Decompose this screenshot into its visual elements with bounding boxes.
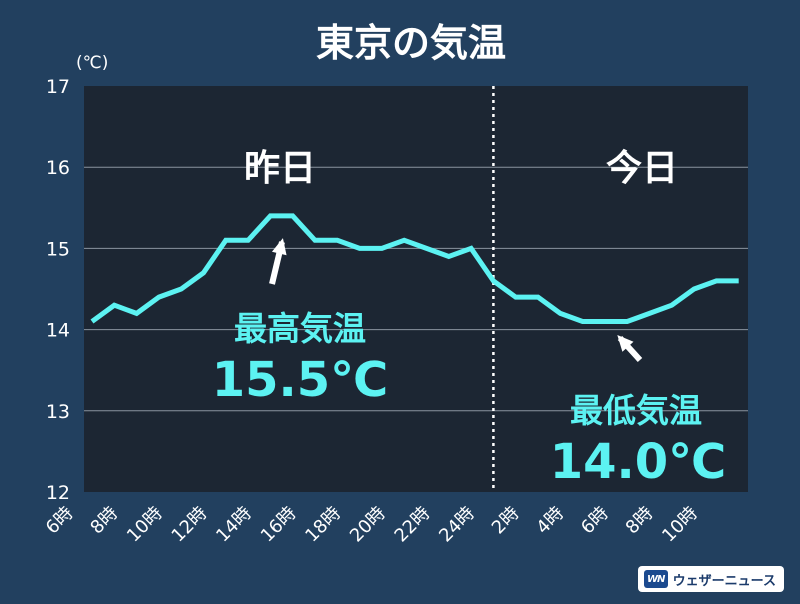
x-tick-label: 24時 [435,503,479,547]
x-tick-label: 6時 [577,503,613,539]
x-tick-label: 10時 [123,503,167,547]
x-tick-label: 10時 [658,503,702,547]
max-arrow-head [271,238,287,256]
max-temp-label: 最高気温 [234,309,366,348]
max-temp-value: 15.5℃ [212,352,389,408]
y-tick-label: 17 [46,76,70,98]
brand-badge: WN ウェザーニュース [637,566,784,592]
temperature-line [90,213,739,324]
y-tick-label: 16 [46,157,70,179]
plot-area [84,86,748,492]
section-label-today: 今日 [606,148,678,189]
x-tick-label: 8時 [622,503,658,539]
x-tick-label: 20時 [346,503,390,547]
y-tick-label: 14 [46,320,70,342]
x-tick-label: 12時 [168,503,212,547]
min-arrow-head [617,335,634,352]
x-tick-label: 16時 [257,503,301,547]
y-tick-label: 13 [46,401,70,423]
x-tick-label: 8時 [86,503,122,539]
brand-name: ウェザーニュース [672,573,776,589]
x-tick-label: 14時 [212,503,256,547]
y-tick-label: 12 [46,482,70,504]
x-tick-label: 6時 [42,503,78,539]
chart-title: 東京の気温 [316,21,506,65]
x-tick-label: 2時 [488,503,524,539]
min-temp-label: 最低気温 [570,391,702,430]
x-tick-label: 4時 [532,503,568,539]
x-tick-label: 18時 [301,503,345,547]
min-temp-value: 14.0℃ [550,434,727,490]
x-tick-label: 22時 [391,503,435,547]
weathernews-logo-icon: WN [643,570,668,588]
section-label-yesterday: 昨日 [244,148,316,189]
y-tick-label: 15 [46,238,70,260]
y-unit-label: (℃) [76,53,108,73]
